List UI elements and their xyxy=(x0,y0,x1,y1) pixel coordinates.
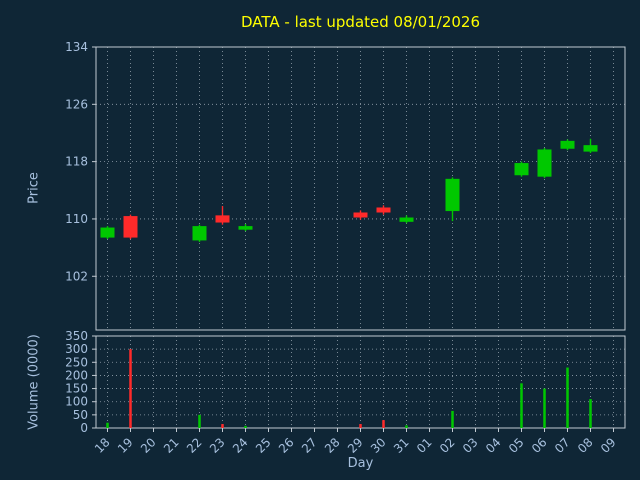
x-tick-label: 27 xyxy=(299,435,320,456)
candle-body xyxy=(583,145,598,152)
candle-body xyxy=(123,216,138,238)
volume-tick-label: 350 xyxy=(65,329,88,343)
x-tick-label: 30 xyxy=(368,435,389,456)
volume-tick-label: 50 xyxy=(73,408,88,422)
x-tick-label: 19 xyxy=(115,435,136,456)
x-tick-label: 07 xyxy=(552,435,573,456)
x-tick-label: 18 xyxy=(92,435,113,456)
volume-bar xyxy=(405,425,408,428)
price-plot-border xyxy=(95,46,626,331)
x-tick-label: 06 xyxy=(529,435,550,456)
price-tick-label: 118 xyxy=(65,155,88,169)
volume-bar xyxy=(520,383,523,428)
price-tick-label: 134 xyxy=(65,40,88,54)
candle-body xyxy=(215,215,230,223)
candle-body xyxy=(560,140,575,149)
volume-bar xyxy=(589,399,592,428)
x-tick-label: 05 xyxy=(506,435,527,456)
volume-bar xyxy=(543,388,546,428)
x-tick-label: 31 xyxy=(391,435,412,456)
x-tick-label: 09 xyxy=(598,435,619,456)
x-tick-label: 25 xyxy=(253,435,274,456)
x-tick-label: 24 xyxy=(230,435,251,456)
volume-tick-label: 100 xyxy=(65,395,88,409)
x-tick-label: 03 xyxy=(460,435,481,456)
x-tick-label: 01 xyxy=(414,435,435,456)
x-tick-label: 21 xyxy=(161,435,182,456)
volume-bar xyxy=(244,425,247,428)
candle-body xyxy=(238,226,253,230)
candle-body xyxy=(537,149,552,177)
candle-body xyxy=(399,217,414,222)
candle-body xyxy=(514,163,529,176)
candle-body xyxy=(192,226,207,241)
x-tick-label: 28 xyxy=(322,435,343,456)
volume-bar xyxy=(198,414,201,428)
volume-tick-label: 250 xyxy=(65,355,88,369)
chart-title: DATA - last updated 08/01/2026 xyxy=(240,13,480,31)
candle-body xyxy=(100,227,115,238)
volume-bar xyxy=(382,420,385,428)
volume-bar xyxy=(221,424,224,428)
candle-body xyxy=(376,207,391,213)
price-tick-label: 110 xyxy=(65,212,88,226)
x-tick-label: 22 xyxy=(184,435,205,456)
volume-tick-label: 200 xyxy=(65,368,88,382)
volume-bar xyxy=(566,367,569,428)
volume-bar xyxy=(106,422,109,428)
volume-bar xyxy=(451,410,454,428)
volume-tick-label: 150 xyxy=(65,382,88,396)
price-tick-label: 102 xyxy=(65,269,88,283)
x-tick-label: 08 xyxy=(575,435,596,456)
x-tick-label: 23 xyxy=(207,435,228,456)
candle-body xyxy=(445,178,460,212)
volume-tick-label: 0 xyxy=(80,421,88,435)
price-tick-label: 126 xyxy=(65,97,88,111)
volume-bar xyxy=(129,349,132,428)
x-tick-label: 29 xyxy=(345,435,366,456)
volume-tick-label: 300 xyxy=(65,342,88,356)
candle-body xyxy=(353,212,368,218)
x-tick-label: 04 xyxy=(483,435,504,456)
volume-bar xyxy=(359,424,362,428)
x-tick-label: 20 xyxy=(138,435,159,456)
x-axis-label: Day xyxy=(347,456,374,471)
x-tick-label: 02 xyxy=(437,435,458,456)
x-tick-label: 26 xyxy=(276,435,297,456)
